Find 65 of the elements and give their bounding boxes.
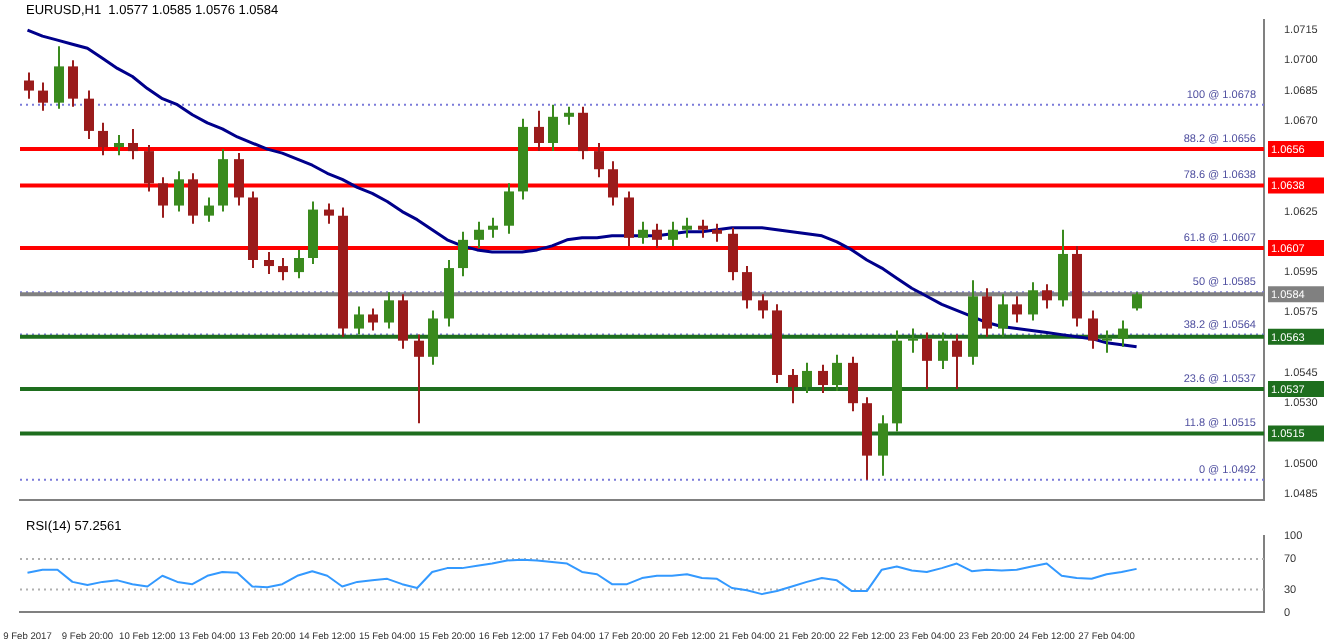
candlestick xyxy=(458,230,468,278)
candlestick xyxy=(278,256,288,282)
candlestick xyxy=(624,190,634,247)
candlestick xyxy=(564,105,574,126)
candlestick xyxy=(218,148,228,213)
candlestick xyxy=(1132,291,1142,312)
candlestick xyxy=(1118,319,1128,348)
candlestick xyxy=(1058,228,1068,308)
candlestick xyxy=(474,220,484,249)
candlestick xyxy=(818,363,828,395)
candlestick xyxy=(652,222,662,249)
candlestick xyxy=(204,196,214,223)
candlestick xyxy=(414,333,424,425)
candlestick xyxy=(878,414,888,477)
candlestick xyxy=(712,222,722,243)
candlestick xyxy=(84,89,94,140)
candlestick xyxy=(788,367,798,405)
candlestick xyxy=(188,172,198,225)
candlestick xyxy=(952,333,962,391)
candlestick xyxy=(1102,329,1112,354)
candlestick xyxy=(802,361,812,395)
candlestick xyxy=(682,216,692,239)
candlestick xyxy=(98,121,108,157)
candlestick xyxy=(758,293,768,320)
candlestick xyxy=(938,331,948,370)
candlestick xyxy=(24,71,34,100)
candlestick xyxy=(594,142,604,179)
candlestick xyxy=(534,109,544,153)
candlestick xyxy=(922,331,932,391)
candlestick xyxy=(608,160,618,207)
candlestick xyxy=(742,265,752,310)
candlestick xyxy=(982,287,992,338)
candlestick xyxy=(234,152,244,207)
candlestick xyxy=(294,248,304,280)
candlestick xyxy=(158,176,168,219)
candlestick xyxy=(728,226,738,282)
candlestick xyxy=(848,355,858,413)
candlestick xyxy=(384,291,394,330)
candlestick xyxy=(1012,295,1022,324)
candlestick xyxy=(908,327,918,354)
candlestick xyxy=(578,105,588,161)
candlestick xyxy=(832,353,842,393)
candlestick xyxy=(144,144,154,193)
candlestick xyxy=(504,182,514,235)
candlestick xyxy=(398,293,408,350)
candlestick xyxy=(548,103,558,153)
candlestick xyxy=(264,250,274,276)
candlestick xyxy=(668,220,678,247)
candlestick xyxy=(128,127,138,161)
candlestick xyxy=(354,305,364,336)
candlestick xyxy=(368,307,378,332)
candlestick xyxy=(114,133,124,157)
candlestick xyxy=(1088,309,1098,350)
candlestick xyxy=(638,220,648,245)
candlestick xyxy=(174,170,184,213)
candlestick xyxy=(698,218,708,239)
candlestick xyxy=(428,309,438,366)
candlestick xyxy=(1028,281,1038,322)
candlestick xyxy=(68,59,78,108)
candlestick xyxy=(1042,283,1052,310)
candlestick xyxy=(54,45,64,110)
candlestick xyxy=(324,202,334,225)
candlestick xyxy=(38,81,48,112)
candlestick xyxy=(998,293,1008,338)
candlestick xyxy=(488,216,498,239)
